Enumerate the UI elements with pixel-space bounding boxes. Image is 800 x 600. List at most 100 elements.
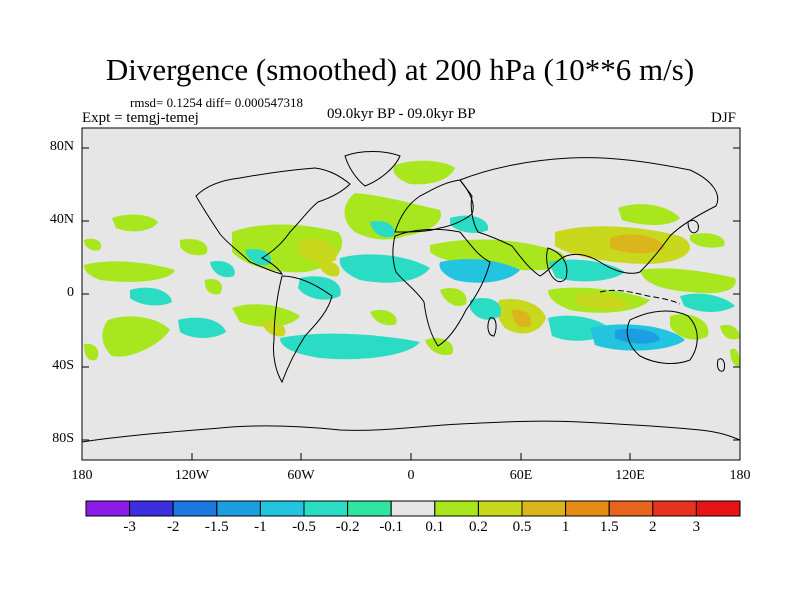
contour-positive (610, 234, 665, 254)
contour-negative (370, 220, 395, 238)
colorbar-label: -0.5 (292, 519, 316, 535)
divergence-contours (84, 160, 740, 367)
coastlines (81, 151, 741, 443)
coastline-india (546, 247, 568, 283)
contour-positive (720, 324, 740, 340)
contour-positive (84, 238, 102, 251)
lon-label: 120E (615, 468, 645, 483)
contour-positive (344, 193, 441, 240)
contour-negative (680, 293, 735, 312)
lat-label: 0 (67, 285, 74, 300)
contour-positive (204, 278, 223, 295)
contour-positive (318, 260, 340, 277)
lat-label: 40S (52, 358, 74, 373)
colorbar-label: -1.5 (204, 519, 229, 535)
stats-line: rmsd= 0.1254 diff= 0.000547318 (130, 95, 303, 110)
colorbar-label: -3 (123, 519, 136, 535)
coastline-japan (687, 219, 699, 234)
lon-label: 180 (729, 468, 751, 483)
colorbar-box (695, 500, 741, 517)
colorbar-box (172, 500, 218, 517)
colorbar-box (565, 500, 610, 517)
lon-label: 60W (287, 468, 315, 483)
coastline-australia (626, 310, 698, 364)
coastline-antarctica (81, 420, 741, 443)
contour-positive (112, 214, 158, 232)
contour-negative (130, 287, 172, 306)
colorbar (85, 500, 741, 517)
colorbar-label: 1 (561, 519, 570, 535)
colorbar-box (216, 500, 261, 517)
lon-ticks (81, 453, 741, 460)
colorbar-box (259, 500, 305, 517)
coastline-greenland (344, 151, 401, 187)
contour-positive (180, 238, 208, 256)
colorbar-box (303, 500, 349, 517)
contour-positive (640, 268, 736, 294)
contour-positive (262, 320, 286, 337)
coastline-madagascar (487, 317, 497, 337)
coastline-africa (392, 228, 491, 347)
contour-negative (439, 259, 520, 283)
contour-positive (102, 316, 170, 357)
contour-negative (615, 328, 660, 344)
colorbar-label: 2 (649, 519, 657, 535)
contour-negative (450, 215, 489, 233)
lon-label: 120W (174, 468, 210, 483)
contour-positive (690, 233, 725, 248)
contour-negative (470, 297, 501, 320)
contour-positive (298, 238, 337, 263)
contour-positive (512, 309, 532, 328)
colorbar-label: -0.2 (335, 519, 360, 535)
contour-negative (210, 260, 235, 278)
colorbar-box (347, 500, 392, 517)
colorbar-label: 0.5 (512, 519, 532, 535)
colorbar-box (390, 500, 436, 517)
lat-label: 40N (49, 212, 74, 227)
season-label: DJF (711, 110, 737, 126)
map-title: Divergence (smoothed) at 200 hPa (10**6 … (105, 52, 695, 87)
colorbar-label: -0.1 (379, 519, 404, 535)
colorbar-box (129, 500, 174, 517)
period-label: 09.0kyr BP - 09.0kyr BP (327, 106, 476, 122)
lon-label: 60E (509, 468, 533, 483)
contour-positive (393, 160, 455, 185)
experiment-label: Expt = temgj-temej (82, 110, 199, 126)
contour-positive (370, 309, 397, 326)
contour-positive (425, 337, 454, 356)
colorbar-box (652, 500, 697, 517)
lat-ticks (82, 147, 740, 441)
contour-positive (575, 293, 630, 310)
lat-label: 80S (52, 431, 74, 446)
lon-label: 0 (407, 468, 415, 483)
colorbar-box (85, 500, 131, 517)
contour-positive (730, 348, 740, 367)
colorbar-label: 0.1 (425, 519, 445, 535)
contour-positive (618, 204, 680, 225)
contour-positive (84, 343, 99, 361)
lat-label: 80N (49, 139, 74, 154)
colorbar-label: 3 (692, 519, 701, 535)
colorbar-label: 0.2 (469, 519, 488, 535)
coastline-north-america (195, 167, 351, 275)
colorbar-box (521, 500, 567, 517)
colorbar-box (477, 500, 523, 517)
colorbar-box (608, 500, 654, 517)
contour-negative (245, 248, 272, 266)
colorbar-label: -2 (166, 519, 180, 535)
contour-negative (339, 254, 430, 283)
coastline-indonesia (599, 289, 681, 305)
coastline-asia (459, 157, 719, 277)
contour-negative (178, 317, 226, 338)
lon-label: 180 (71, 468, 93, 483)
contour-positive (84, 261, 175, 282)
colorbar-label: 1.5 (599, 519, 619, 535)
contour-positive (232, 304, 300, 327)
coastline-new-zealand (717, 358, 725, 372)
colorbar-label: -1 (254, 519, 267, 535)
coastline-south-america (273, 275, 333, 384)
contour-negative (280, 333, 420, 360)
contour-positive (440, 287, 467, 307)
colorbar-box (434, 500, 479, 517)
